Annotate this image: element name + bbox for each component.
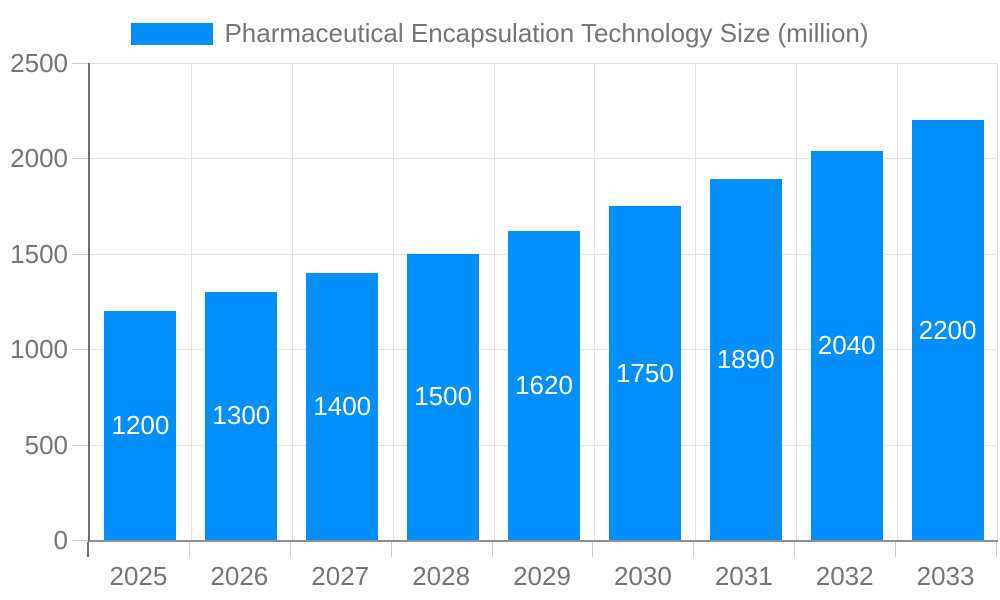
y-axis-label: 500 bbox=[24, 429, 68, 460]
gridline-vertical bbox=[594, 63, 596, 540]
x-axis-label-2028: 2028 bbox=[412, 561, 471, 591]
gridline-vertical bbox=[695, 63, 697, 540]
y-axis-label: 2500 bbox=[10, 48, 68, 78]
x-axis-tick bbox=[996, 542, 997, 557]
gridline-horizontal bbox=[90, 63, 998, 64]
x-axis-tick bbox=[592, 542, 594, 557]
bar-2026[interactable]: 1300 bbox=[205, 291, 278, 540]
plot-area: 1200 1300 1400 1500 1620 1750 1890 2040 2200 bbox=[88, 63, 998, 542]
x-axis-label-2032: 2032 bbox=[815, 561, 874, 591]
gridline-vertical bbox=[392, 63, 394, 540]
x-axis-label-2031: 2031 bbox=[714, 561, 773, 591]
gridline-vertical bbox=[897, 63, 899, 540]
bar-2033[interactable]: 2200 bbox=[911, 120, 984, 540]
x-axis-tick bbox=[693, 542, 695, 557]
bar-2029[interactable]: 1620 bbox=[508, 230, 580, 540]
y-axis-tick bbox=[72, 253, 88, 255]
x-axis-tick bbox=[188, 542, 190, 557]
y-axis-tick bbox=[72, 63, 88, 64]
y-axis-tick bbox=[72, 540, 88, 541]
x-axis-label-2026: 2026 bbox=[210, 561, 269, 591]
y-axis-label: 2000 bbox=[10, 143, 68, 174]
bar-value-label: 1500 bbox=[414, 381, 473, 412]
bar-2030[interactable]: 1750 bbox=[608, 206, 681, 540]
y-axis-label: 1500 bbox=[10, 238, 68, 269]
x-axis-tick bbox=[87, 542, 89, 557]
x-axis-tick bbox=[390, 542, 392, 557]
bar-2027[interactable]: 1400 bbox=[306, 272, 379, 540]
legend-label: Pharmaceutical Encapsulation Technology … bbox=[224, 18, 869, 48]
x-axis-label-2033: 2033 bbox=[916, 561, 975, 591]
bar-2031[interactable]: 1890 bbox=[709, 179, 782, 540]
gridline-vertical bbox=[997, 63, 998, 540]
bar-value-label: 2040 bbox=[817, 329, 876, 360]
x-axis-label-2030: 2030 bbox=[613, 561, 672, 591]
bar-value-label: 1750 bbox=[615, 357, 674, 388]
bar-2032[interactable]: 2040 bbox=[810, 150, 883, 540]
x-axis-label-2027: 2027 bbox=[311, 561, 370, 591]
x-axis-tick bbox=[289, 542, 291, 557]
bar-value-label: 1400 bbox=[313, 390, 372, 421]
gridline-vertical bbox=[291, 63, 293, 540]
gridline-horizontal bbox=[90, 158, 998, 160]
y-axis-label: 1000 bbox=[10, 334, 68, 365]
bar-value-label: 2200 bbox=[918, 314, 977, 345]
x-axis-tick bbox=[794, 542, 796, 557]
x-axis-label-2025: 2025 bbox=[109, 561, 168, 591]
x-axis-tick bbox=[491, 542, 493, 557]
y-axis-tick bbox=[72, 349, 88, 351]
gridline-vertical bbox=[493, 63, 495, 540]
bar-value-label: 1200 bbox=[111, 410, 170, 441]
bar-value-label: 1620 bbox=[515, 369, 573, 400]
y-axis-tick bbox=[72, 444, 88, 446]
legend[interactable]: Pharmaceutical Encapsulation Technology … bbox=[0, 18, 1000, 49]
x-axis-label-2029: 2029 bbox=[513, 561, 571, 591]
y-axis-tick bbox=[72, 158, 88, 160]
bar-value-label: 1890 bbox=[716, 344, 775, 375]
bar-2025[interactable]: 1200 bbox=[104, 311, 177, 540]
y-axis-label: 0 bbox=[53, 525, 68, 555]
legend-swatch bbox=[131, 22, 214, 45]
x-axis-tick bbox=[895, 542, 897, 557]
bar-value-label: 1300 bbox=[212, 400, 271, 431]
gridline-vertical bbox=[190, 63, 192, 540]
bar-2028[interactable]: 1500 bbox=[407, 253, 480, 540]
gridline-vertical bbox=[796, 63, 798, 540]
